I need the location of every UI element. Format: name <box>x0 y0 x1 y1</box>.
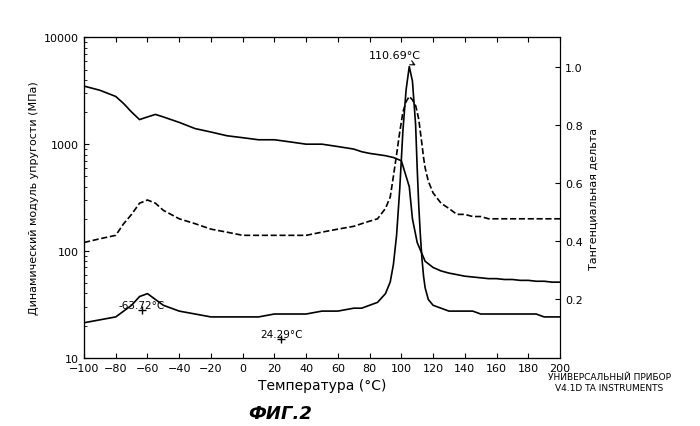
Text: 110.69°C: 110.69°C <box>368 51 421 66</box>
Text: 24.29°C: 24.29°C <box>260 329 302 339</box>
Text: УНИВЕРСАЛЬНЫЙ ПРИБОР
V4.1D TA INSTRUMENTS: УНИВЕРСАЛЬНЫЙ ПРИБОР V4.1D TA INSTRUMENT… <box>547 373 671 392</box>
Y-axis label: Модуль потерь (МПа): Модуль потерь (МПа) <box>0 135 10 261</box>
Y-axis label: Динамический модуль упругости (МПа): Динамический модуль упругости (МПа) <box>29 81 38 315</box>
Y-axis label: Тангенциальная дельта: Тангенциальная дельта <box>588 127 598 269</box>
Text: ФИГ.2: ФИГ.2 <box>248 404 312 422</box>
X-axis label: Температура (°С): Температура (°С) <box>258 378 386 392</box>
Text: -63.72°C: -63.72°C <box>118 300 164 310</box>
